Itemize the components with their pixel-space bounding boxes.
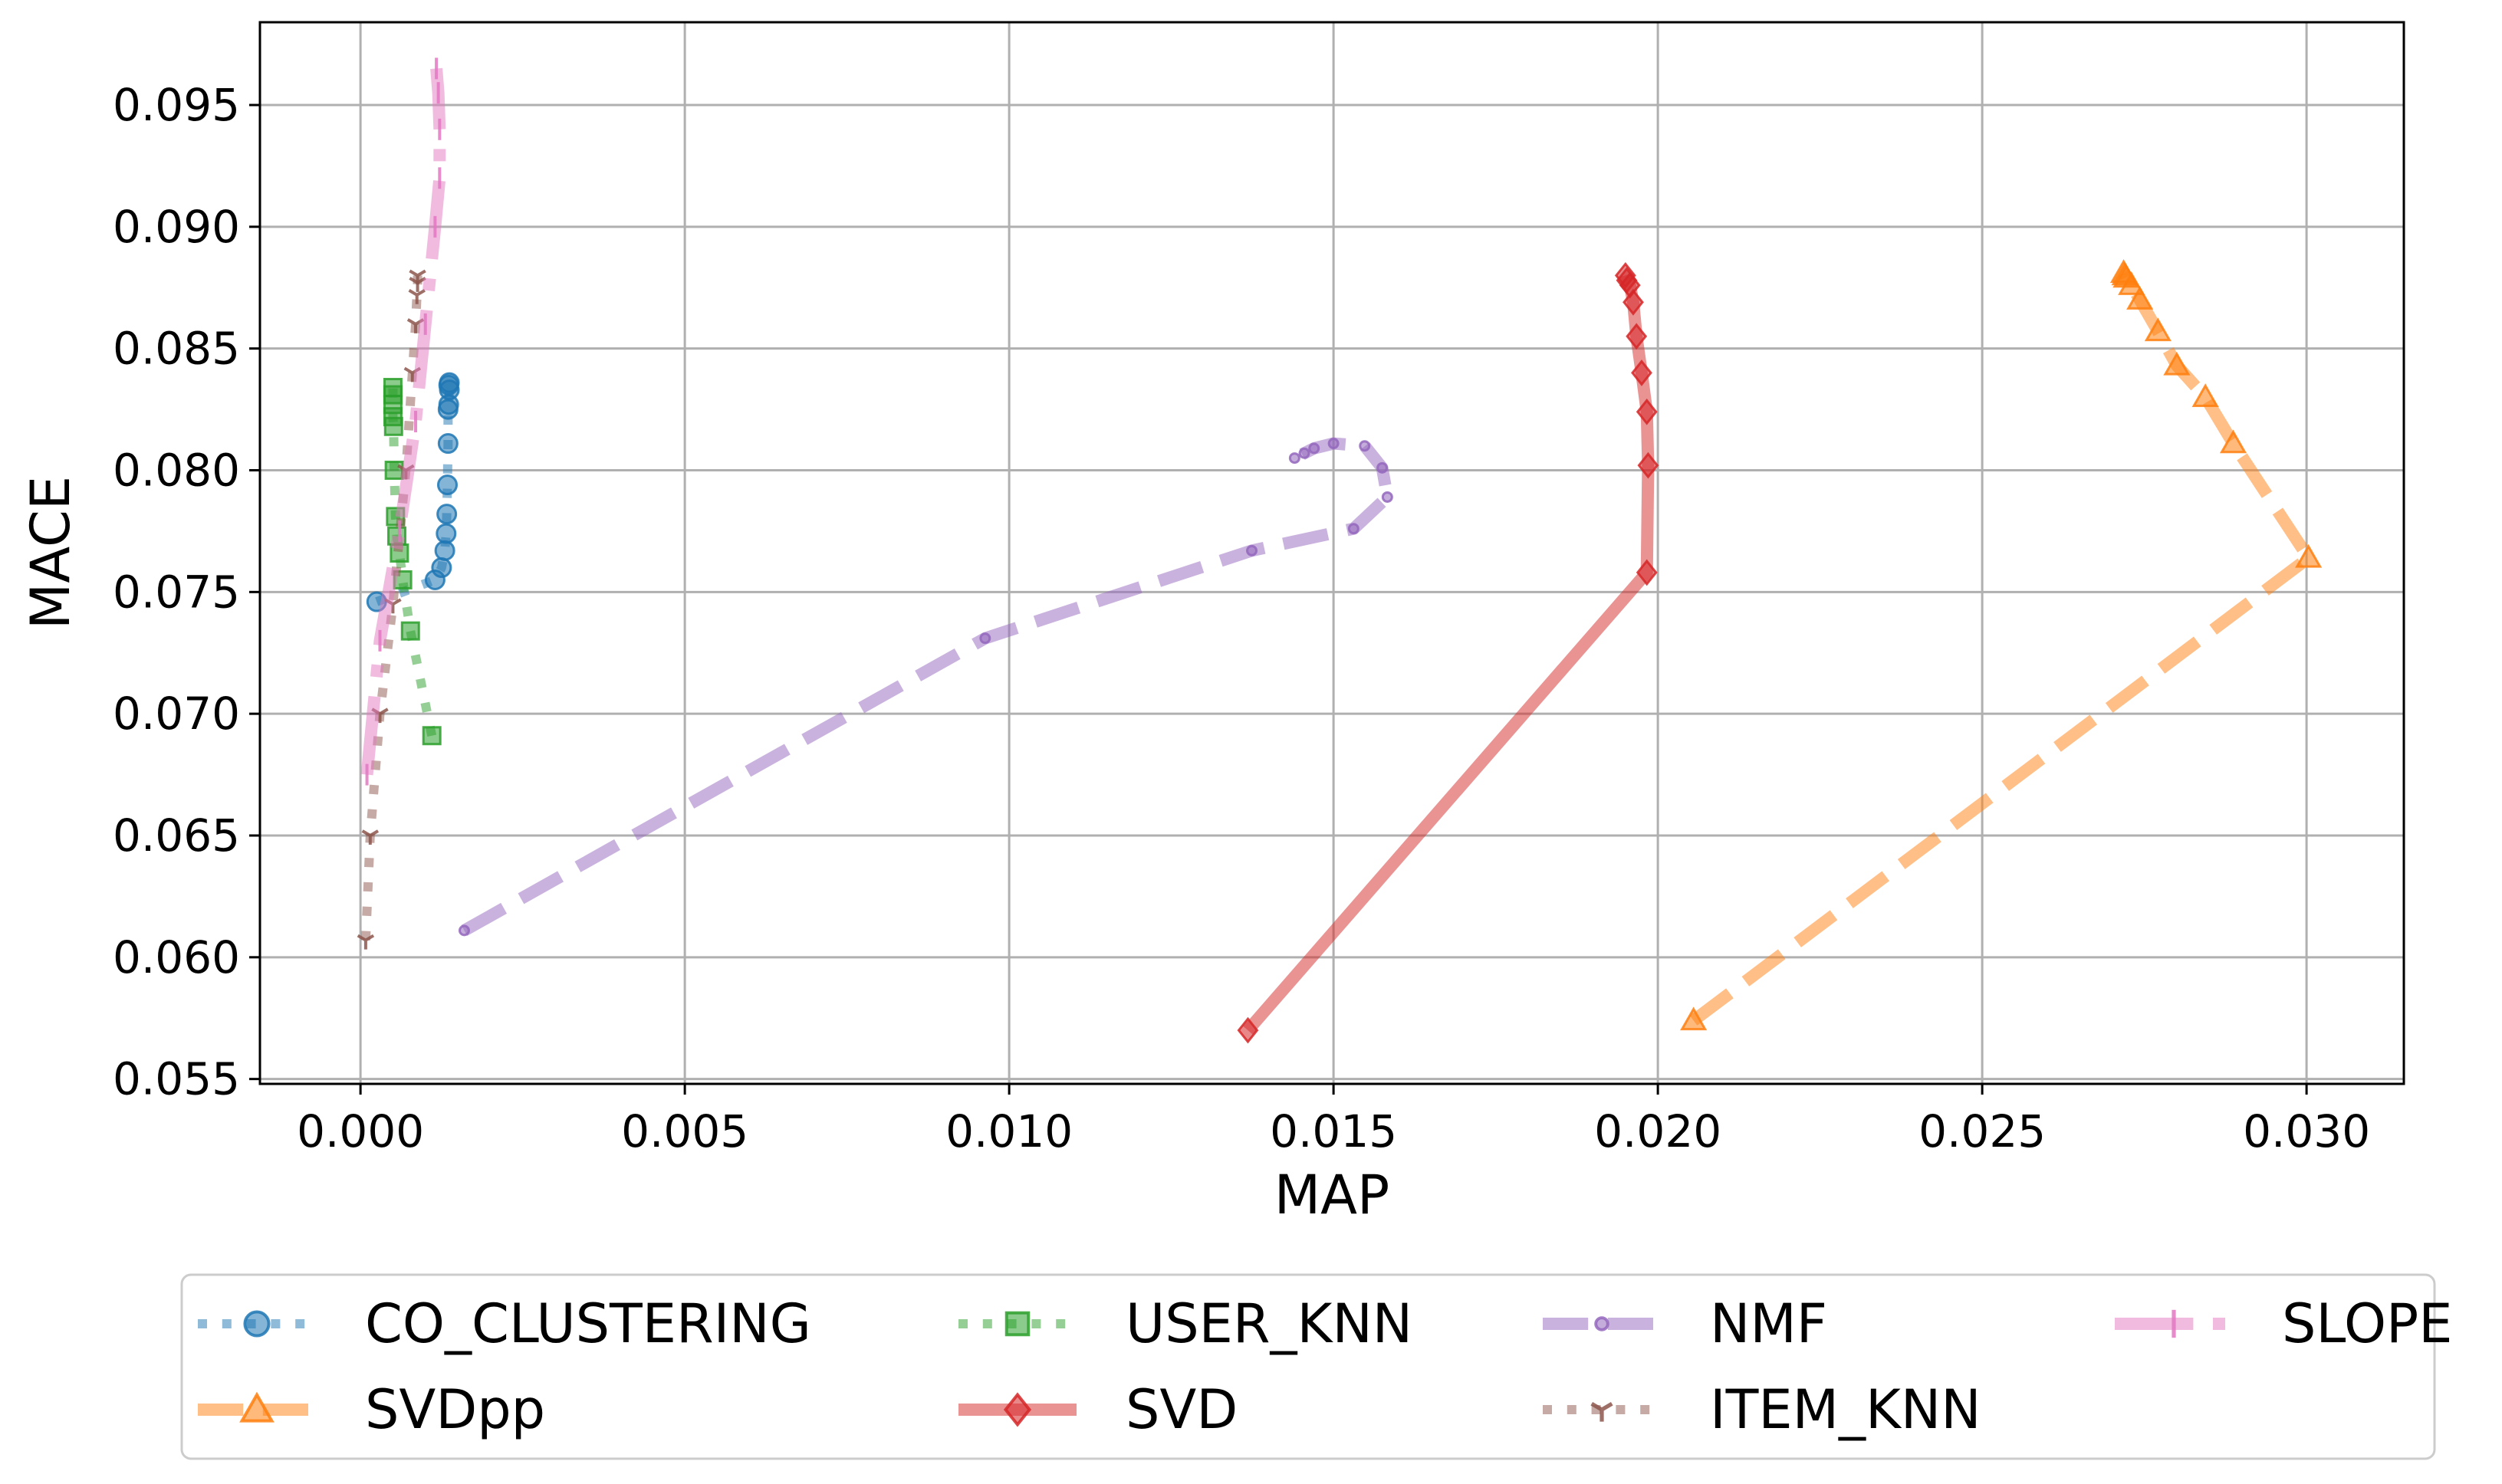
- data-point: [437, 433, 459, 455]
- data-point: [2144, 317, 2172, 342]
- series-line: [360, 67, 446, 776]
- data-point: [439, 372, 460, 393]
- data-point: [1626, 323, 1648, 350]
- data-point: [2163, 351, 2191, 376]
- legend-item: SLOPE: [2115, 1292, 2452, 1355]
- data-point: [2219, 429, 2247, 454]
- data-point: [357, 934, 375, 950]
- data-point: [431, 557, 452, 579]
- legend-item: SVD: [958, 1378, 1238, 1441]
- y-axis-label: MACE: [19, 476, 82, 629]
- legend: CO_CLUSTERING SVDpp USER_KNN SVD NMF ITEM_KNN…: [180, 1273, 2452, 1460]
- data-point: [1376, 461, 1389, 474]
- y-tick-label: 0.065: [113, 809, 240, 862]
- legend-frame: [180, 1273, 2436, 1460]
- legend-label: CO_CLUSTERING: [365, 1292, 811, 1355]
- data-point: [1631, 360, 1652, 386]
- y-tick-label: 0.090: [113, 201, 240, 253]
- data-point: [1381, 491, 1393, 503]
- legend-label: USER_KNN: [1126, 1292, 1412, 1355]
- data-point: [1359, 440, 1371, 452]
- data-point: [409, 269, 426, 285]
- series-line: [360, 275, 422, 941]
- x-tick-label: 0.005: [621, 1105, 748, 1157]
- legend-label: SVDpp: [365, 1378, 545, 1441]
- legend-item: CO_CLUSTERING: [198, 1292, 811, 1355]
- y-tick-label: 0.080: [113, 444, 240, 496]
- data-point: [422, 726, 442, 746]
- data-point: [2126, 286, 2154, 310]
- y-tick-label: 0.060: [113, 931, 240, 983]
- data-point: [1246, 544, 1258, 556]
- legend-label: NMF: [1710, 1292, 1827, 1355]
- series-slope: [360, 57, 446, 786]
- x-tick-label: 0.015: [1270, 1105, 1397, 1157]
- legend-label: SVD: [1126, 1378, 1238, 1441]
- data-point: [361, 829, 380, 845]
- series-nmf: [458, 437, 1394, 937]
- legend-swatch-marker: [1594, 1316, 1609, 1331]
- data-point: [1614, 261, 1636, 289]
- data-point: [434, 540, 455, 561]
- data-point: [2109, 259, 2138, 283]
- legend-item: SVDpp: [198, 1378, 545, 1441]
- data-point: [1327, 438, 1340, 450]
- y-tick-label: 0.085: [113, 323, 240, 375]
- series-co-clustering: [366, 372, 460, 612]
- data-point: [1347, 523, 1359, 535]
- data-point: [1637, 451, 1659, 479]
- data-point: [1308, 442, 1320, 455]
- x-tick-label: 0.000: [297, 1105, 424, 1157]
- data-point: [1636, 559, 1658, 586]
- data-point: [384, 460, 404, 480]
- y-tick-label: 0.075: [113, 566, 240, 618]
- data-point: [1680, 1006, 1708, 1031]
- legend-swatch-marker: [1004, 1311, 1031, 1337]
- data-point: [383, 377, 403, 397]
- legend-item: NMF: [1543, 1292, 1827, 1355]
- data-point: [979, 632, 991, 645]
- series-layer: [357, 57, 2323, 1044]
- legend-item: ITEM_KNN: [1543, 1378, 1981, 1441]
- legend-swatch-marker: [239, 1391, 275, 1423]
- series-user-knn: [383, 377, 442, 746]
- legend-label: SLOPE: [2282, 1292, 2452, 1355]
- x-tick-label: 0.020: [1594, 1105, 1721, 1157]
- legend-label: ITEM_KNN: [1710, 1378, 1981, 1441]
- series-svd: [1237, 261, 1659, 1044]
- ticks: 0.000 0.005 0.010 0.015 0.020 0.025 0.030 0.055…: [113, 79, 2370, 1157]
- data-point: [2295, 543, 2323, 568]
- data-point: [408, 289, 426, 304]
- y-tick-label: 0.070: [113, 688, 240, 740]
- data-point: [1237, 1016, 1259, 1044]
- data-point: [2191, 383, 2219, 407]
- legend-item: USER_KNN: [958, 1292, 1412, 1355]
- data-point: [436, 504, 458, 525]
- data-point: [1298, 447, 1310, 459]
- legend-swatch-marker: [243, 1310, 271, 1338]
- y-tick-label: 0.095: [113, 79, 240, 131]
- x-tick-label: 0.025: [1918, 1105, 2046, 1157]
- grid: [260, 22, 2404, 1084]
- series-svdpp: [1680, 259, 2323, 1031]
- x-tick-label: 0.010: [945, 1105, 1073, 1157]
- data-point: [400, 621, 420, 641]
- x-tick-label: 0.030: [2243, 1105, 2370, 1157]
- plot-frame: [258, 21, 2405, 1085]
- y-tick-label: 0.055: [113, 1053, 240, 1105]
- x-axis-label: MAP: [1274, 1164, 1390, 1226]
- data-point: [436, 474, 458, 496]
- legend-swatch-marker: [1590, 1401, 1613, 1422]
- data-point: [1288, 452, 1300, 465]
- legend-swatch-marker: [1003, 1392, 1032, 1427]
- data-point: [1636, 398, 1658, 425]
- data-point: [458, 924, 470, 937]
- data-point: [436, 523, 457, 544]
